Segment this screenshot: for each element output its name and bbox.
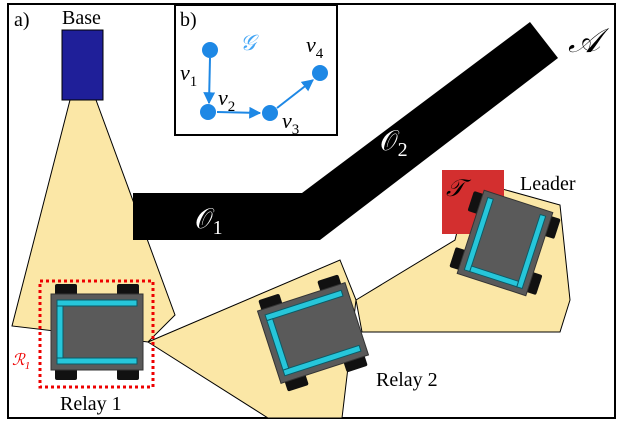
region-box (38, 279, 155, 389)
obstacle (298, 22, 558, 240)
node-label: v3 (282, 108, 299, 138)
leader-label: Leader (520, 173, 576, 195)
nodes (200, 42, 328, 121)
obstacle-label: 𝒪2 (380, 126, 408, 161)
obstacle (133, 193, 320, 240)
region-label: ℛ1 (12, 352, 30, 372)
edges (203, 57, 314, 119)
obstacle-label: 𝒪1 (195, 204, 223, 239)
relay-label: Relay 1 (60, 393, 122, 415)
base-label: Base (62, 7, 101, 29)
node-label: v4 (306, 32, 324, 62)
panel-label: a) (14, 9, 30, 31)
node-label: v2 (218, 85, 235, 115)
base (61, 29, 104, 101)
robot (50, 283, 144, 381)
panel-label: b) (180, 9, 197, 31)
relay-label: Relay 2 (376, 369, 438, 391)
node-label: v1 (180, 60, 197, 90)
graph-label: 𝒢 (240, 30, 259, 55)
